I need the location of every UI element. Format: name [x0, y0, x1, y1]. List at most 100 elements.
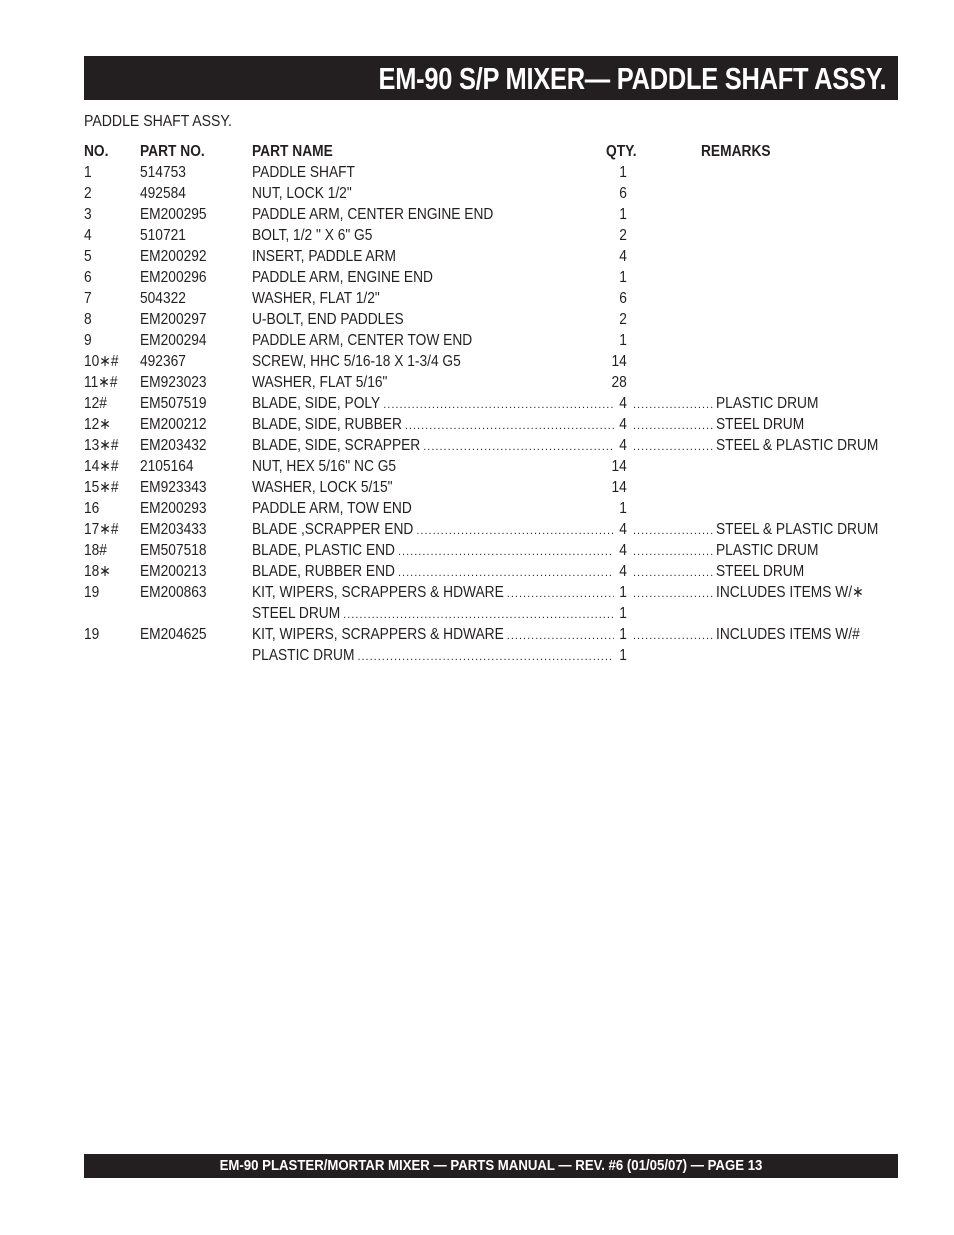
part-name: BLADE, RUBBER END	[252, 563, 395, 580]
item-no: 2	[84, 185, 92, 202]
part-name: KIT, WIPERS, SCRAPPERS & HDWARE	[252, 626, 504, 643]
remarks: STEEL DRUM	[716, 563, 805, 580]
col-part-name: PART NAME	[252, 143, 333, 160]
qty: 4	[619, 437, 627, 454]
item-no: 14∗#	[84, 458, 119, 475]
remarks: INCLUDES ITEMS W/#	[716, 626, 860, 643]
item-no: 17∗#	[84, 521, 119, 538]
part-name: STEEL DRUM	[252, 605, 341, 622]
dot-leader: ........................................…	[398, 546, 614, 558]
dot-leader: ........................................…	[633, 588, 713, 600]
part-no: 510721	[140, 227, 186, 244]
col-qty: QTY.	[606, 143, 637, 160]
part-name: BLADE, SIDE, RUBBER	[252, 416, 402, 433]
part-name: KIT, WIPERS, SCRAPPERS & HDWARE	[252, 584, 504, 601]
item-no: 18∗	[84, 563, 111, 580]
table-row: 17∗# EM203433 BLADE ,SCRAPPER END 4 STEEL & …	[0, 519, 954, 540]
part-no: 504322	[140, 290, 186, 307]
table-row: PLASTIC DRUM 1...........................…	[0, 645, 954, 666]
qty: 1	[619, 647, 627, 664]
part-name: BLADE, SIDE, POLY	[252, 395, 381, 412]
dot-leader: ........................................…	[343, 609, 614, 621]
item-no: 12∗	[84, 416, 111, 433]
remarks: STEEL DRUM	[716, 416, 805, 433]
qty: 2	[619, 227, 627, 244]
table-row: 19 EM204625 KIT, WIPERS, SCRAPPERS & HDWAR…	[0, 624, 954, 645]
table-row: STEEL DRUM 1.............................…	[0, 603, 954, 624]
part-no: EM200297	[140, 311, 207, 328]
table-row: 5 EM200292 INSERT, PADDLE ARM 4	[0, 246, 954, 267]
table-row: 16 EM200293 PADDLE ARM, TOW END 1	[0, 498, 954, 519]
part-name: NUT, HEX 5/16" NC G5	[252, 458, 397, 475]
footer-bar: EM-90 PLASTER/MORTAR MIXER — PARTS MANUA…	[84, 1154, 898, 1178]
qty: 1	[619, 500, 627, 517]
footer-text: EM-90 PLASTER/MORTAR MIXER — PARTS MANUA…	[219, 1157, 763, 1174]
table-row: 8 EM200297 U-BOLT, END PADDLES 2	[0, 309, 954, 330]
item-no: 8	[84, 311, 92, 328]
remarks: INCLUDES ITEMS W/∗	[716, 584, 864, 601]
qty: 14	[611, 479, 627, 496]
qty: 1	[619, 584, 627, 601]
remarks: PLASTIC DRUM	[716, 395, 819, 412]
part-name: PADDLE ARM, CENTER ENGINE END	[252, 206, 494, 223]
dot-leader: ........................................…	[416, 525, 614, 537]
part-name: SCREW, HHC 5/16-18 X 1-3/4 G5	[252, 353, 461, 370]
item-no: 1	[84, 164, 92, 181]
qty: 4	[619, 248, 627, 265]
item-no: 13∗#	[84, 437, 119, 454]
part-no: EM923343	[140, 479, 207, 496]
part-name: WASHER, FLAT 1/2"	[252, 290, 380, 307]
dot-leader: ........................................…	[506, 630, 614, 642]
table-row: 18# EM507518 BLADE, PLASTIC END 4 PLASTIC DR…	[0, 540, 954, 561]
table-row: 2 492584 NUT, LOCK 1/2" 6	[0, 183, 954, 204]
part-no: 492584	[140, 185, 186, 202]
dot-leader: ........................................…	[633, 441, 713, 453]
item-no: 15∗#	[84, 479, 119, 496]
qty: 1	[619, 332, 627, 349]
part-name: PADDLE ARM, CENTER TOW END	[252, 332, 473, 349]
qty: 2	[619, 311, 627, 328]
part-no: 514753	[140, 164, 186, 181]
dot-leader: ........................................…	[633, 399, 713, 411]
qty: 1	[619, 626, 627, 643]
item-no: 9	[84, 332, 92, 349]
col-no: NO.	[84, 143, 109, 160]
table-row: 4 510721 BOLT, 1/2 " X 6" G5 2	[0, 225, 954, 246]
qty: 4	[619, 563, 627, 580]
part-name: BLADE ,SCRAPPER END	[252, 521, 414, 538]
dot-leader: ........................................…	[633, 525, 713, 537]
table-row: 10∗# 492367 SCREW, HHC 5/16-18 X 1-3/4 G5 1…	[0, 351, 954, 372]
table-row: 6 EM200296 PADDLE ARM, ENGINE END 1	[0, 267, 954, 288]
part-name: BLADE, SIDE, SCRAPPER	[252, 437, 421, 454]
part-no: EM200294	[140, 332, 207, 349]
table-row: 3 EM200295 PADDLE ARM, CENTER ENGINE END 1	[0, 204, 954, 225]
part-name: PADDLE ARM, TOW END	[252, 500, 412, 517]
part-no: 492367	[140, 353, 186, 370]
part-no: EM200292	[140, 248, 207, 265]
col-part-no: PART NO.	[140, 143, 205, 160]
remarks: STEEL & PLASTIC DRUM	[716, 437, 879, 454]
table-row: 12# EM507519 BLADE, SIDE, POLY 4 PLASTIC DRU…	[0, 393, 954, 414]
qty: 1	[619, 206, 627, 223]
dot-leader: ........................................…	[383, 399, 614, 411]
item-no: 7	[84, 290, 92, 307]
qty: 4	[619, 416, 627, 433]
qty: 28	[611, 374, 627, 391]
item-no: 5	[84, 248, 92, 265]
part-no: EM507518	[140, 542, 207, 559]
part-no: 2105164	[140, 458, 194, 475]
table-row: 1 514753 PADDLE SHAFT 1	[0, 162, 954, 183]
dot-leader: ........................................…	[633, 630, 713, 642]
table-header: NO. PART NO. PART NAME QTY. REMARKS	[0, 141, 954, 162]
part-no: EM204625	[140, 626, 207, 643]
dot-leader: ........................................…	[633, 567, 713, 579]
qty: 4	[619, 521, 627, 538]
dot-leader: ........................................…	[506, 588, 614, 600]
item-no: 10∗#	[84, 353, 119, 370]
item-no: 4	[84, 227, 92, 244]
part-no: EM200213	[140, 563, 207, 580]
part-name: PLASTIC DRUM	[252, 647, 355, 664]
remarks: STEEL & PLASTIC DRUM	[716, 521, 879, 538]
table-row: 9 EM200294 PADDLE ARM, CENTER TOW END 1	[0, 330, 954, 351]
part-no: EM507519	[140, 395, 207, 412]
